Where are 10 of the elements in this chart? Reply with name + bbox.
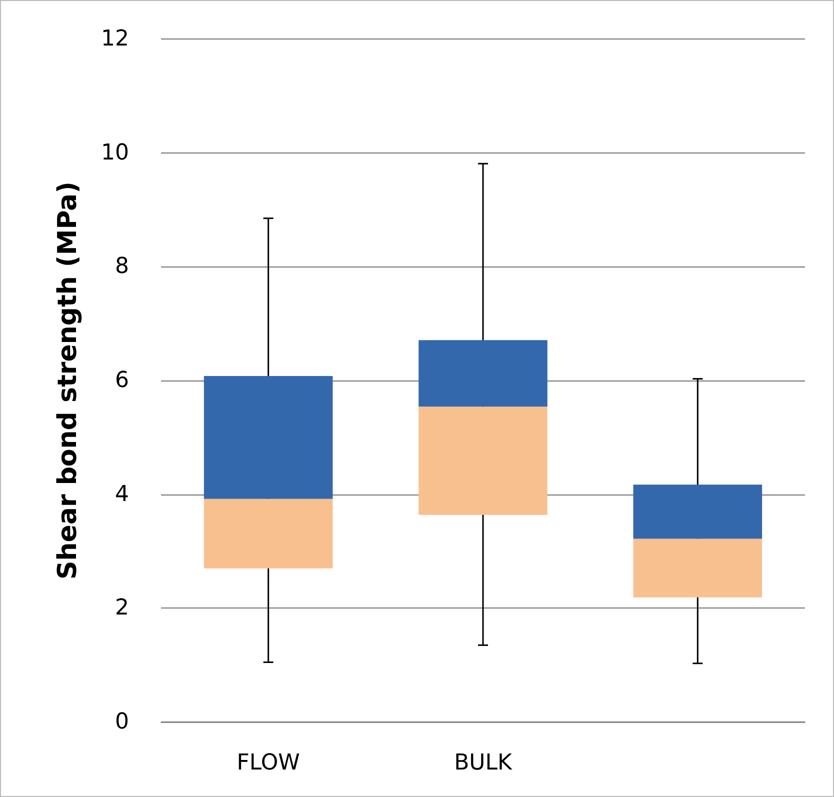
y-tick-label: 12: [101, 26, 129, 52]
y-tick-label: 4: [115, 482, 129, 507]
y-tick-label: 0: [115, 710, 129, 734]
y-tick-label: 10: [101, 140, 129, 166]
x-tick-label: FLOW: [236, 750, 300, 776]
y-tick-label: 6: [115, 368, 129, 393]
y-axis-title: Shear bond strength (MPa): [53, 182, 83, 580]
y-tick-label: 2: [115, 596, 129, 621]
y-tick-label: 8: [115, 254, 129, 280]
x-tick-label: BULK: [454, 750, 513, 776]
